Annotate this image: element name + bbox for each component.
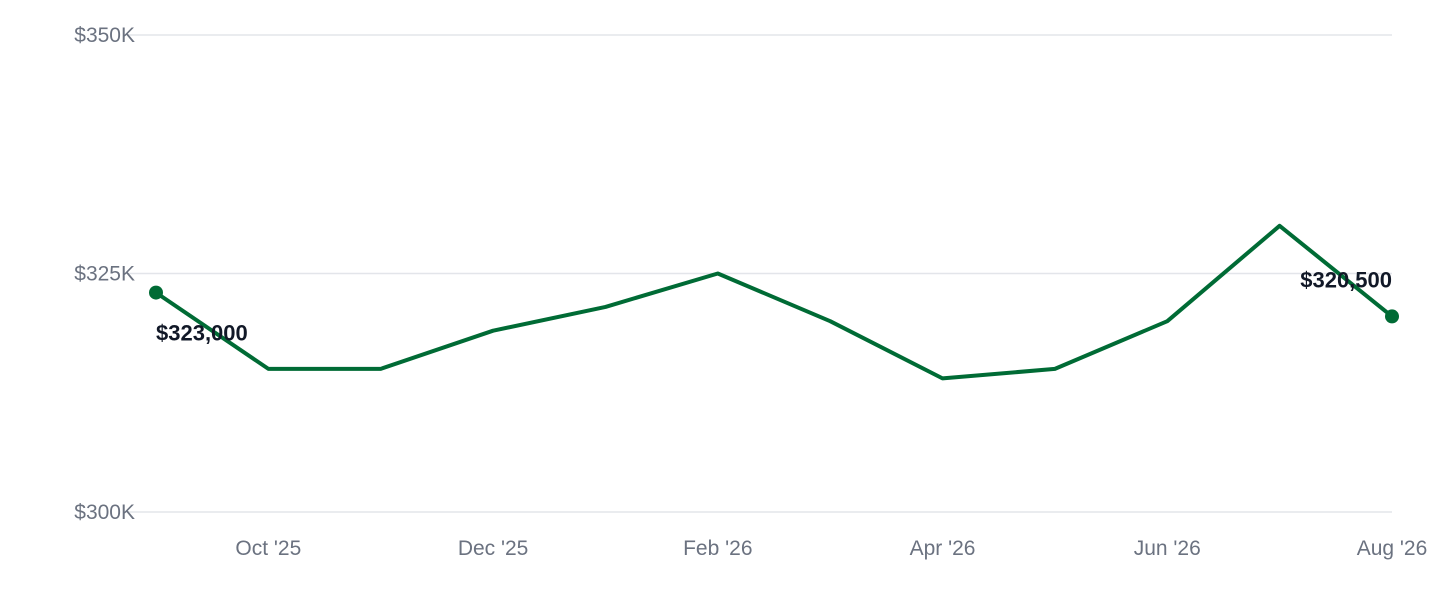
grid-layer — [128, 34, 1392, 513]
series-line-0 — [154, 223, 1394, 381]
endpoint-marker[interactable] — [149, 285, 163, 300]
x-axis: Oct '25 Dec '25 Feb '26 Apr '26 Jun '26 Aug '… — [235, 537, 1427, 560]
y-tick-label: $300K — [74, 501, 135, 524]
y-axis: $350K $325K $300K — [74, 24, 135, 524]
x-tick-label: Jun '26 — [1134, 537, 1201, 560]
data-label-end: $320,500 — [1300, 267, 1392, 292]
x-tick-label: Dec '25 — [458, 537, 529, 560]
x-tick-label: Feb '26 — [683, 537, 752, 560]
endpoint-marker[interactable] — [1385, 309, 1399, 324]
y-tick-label: $325K — [74, 263, 135, 286]
series-layer — [149, 223, 1399, 381]
data-label-layer: $323,000 $320,500 — [156, 267, 1392, 345]
x-tick-label: Apr '26 — [910, 537, 976, 560]
x-tick-label: Aug '26 — [1357, 537, 1428, 560]
x-tick-label: Oct '25 — [235, 537, 301, 560]
y-tick-label: $350K — [74, 24, 135, 47]
data-label-start: $323,000 — [156, 321, 248, 346]
